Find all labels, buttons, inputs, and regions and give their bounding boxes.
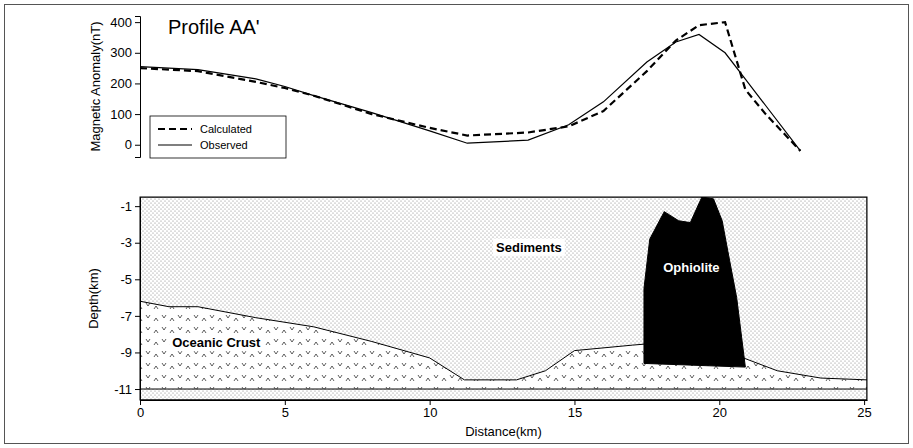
tick-label: -3 bbox=[120, 235, 132, 250]
plot-lines bbox=[140, 22, 800, 151]
tick-label: -11 bbox=[114, 382, 132, 397]
tick-label: -5 bbox=[120, 272, 132, 287]
tick: 0 bbox=[137, 400, 144, 420]
tick-label: -7 bbox=[120, 309, 132, 324]
tick-label: 0 bbox=[125, 137, 132, 152]
y-axis-title: Depth(km) bbox=[86, 268, 101, 329]
tick: 25 bbox=[857, 400, 871, 420]
plot-frame bbox=[140, 197, 867, 400]
tick: 200 bbox=[110, 76, 140, 91]
tick: 100 bbox=[110, 107, 140, 122]
body-pattern bbox=[140, 197, 867, 400]
tick-mark bbox=[135, 83, 140, 84]
body-label: Ophiolite bbox=[663, 260, 719, 275]
tick-label: 20 bbox=[713, 405, 727, 420]
x-axis: 0 5 10 15 20 25 bbox=[137, 400, 872, 420]
tick: 15 bbox=[568, 400, 582, 420]
tick-label: 300 bbox=[110, 45, 132, 60]
label-ground bbox=[493, 239, 565, 256]
chart-title: Profile AA' bbox=[168, 16, 260, 38]
body-pattern bbox=[140, 301, 867, 389]
body-label: Sediments bbox=[496, 240, 562, 255]
tick-mark bbox=[135, 206, 140, 207]
legend-box bbox=[150, 116, 286, 158]
tick-label: -9 bbox=[120, 345, 132, 360]
y-axis-title: Magnetic Anomaly(nT) bbox=[88, 21, 103, 151]
figure: 0100200300400Magnetic Anomaly(nT)Profile… bbox=[0, 0, 913, 448]
tick: -3 bbox=[120, 235, 140, 250]
tick: -7 bbox=[120, 309, 140, 324]
tick: 0 bbox=[125, 137, 140, 152]
x-axis-title: Distance(km) bbox=[465, 424, 542, 439]
legend: Calculated Observed bbox=[150, 116, 286, 158]
tick-mark bbox=[135, 114, 140, 115]
legend-label: Observed bbox=[200, 139, 248, 151]
tick-label: 25 bbox=[857, 405, 871, 420]
tick-label: 200 bbox=[110, 76, 132, 91]
label-ground bbox=[169, 334, 264, 351]
series-line bbox=[140, 22, 800, 151]
tick-mark bbox=[135, 145, 140, 146]
tick: 10 bbox=[423, 400, 437, 420]
body-fill bbox=[140, 197, 867, 400]
axis-line bbox=[140, 198, 141, 401]
tick-mark bbox=[135, 352, 140, 353]
tick-mark bbox=[135, 389, 140, 390]
tick-label: -1 bbox=[120, 199, 132, 214]
tick: 300 bbox=[110, 45, 140, 60]
tick: -11 bbox=[114, 382, 140, 397]
tick-mark bbox=[135, 279, 140, 280]
tick: 5 bbox=[282, 400, 289, 420]
tick-label: 0 bbox=[137, 405, 144, 420]
tick: -9 bbox=[120, 345, 140, 360]
tick: 400 bbox=[110, 15, 140, 30]
tick-label: 10 bbox=[423, 405, 437, 420]
tick-mark bbox=[135, 22, 140, 23]
tick-label: 5 bbox=[282, 405, 289, 420]
body-fill bbox=[644, 197, 745, 367]
tick: -5 bbox=[120, 272, 140, 287]
tick-label: 100 bbox=[110, 107, 132, 122]
tick-label: 15 bbox=[568, 405, 582, 420]
tick-mark bbox=[135, 53, 140, 54]
tick-mark bbox=[135, 316, 140, 317]
tick-mark bbox=[135, 243, 140, 244]
section-bodies bbox=[140, 197, 867, 400]
y-axis: -1 -3 -5 -7 -9 -11 bbox=[114, 198, 140, 401]
tick: 20 bbox=[713, 400, 727, 420]
y-axis: 0 100 200 300 400 bbox=[110, 15, 140, 158]
axis-line bbox=[141, 400, 868, 401]
legend-label: Calculated bbox=[200, 123, 252, 135]
figure-border bbox=[5, 5, 909, 444]
legend-swatch bbox=[158, 128, 192, 130]
axis-line bbox=[135, 17, 141, 158]
tick-label: 400 bbox=[110, 15, 132, 30]
legend-swatch bbox=[158, 144, 192, 145]
tick: -1 bbox=[120, 199, 140, 214]
body-label: Oceanic Crust bbox=[172, 335, 261, 350]
series-line bbox=[140, 34, 800, 150]
body-fill bbox=[140, 301, 867, 389]
